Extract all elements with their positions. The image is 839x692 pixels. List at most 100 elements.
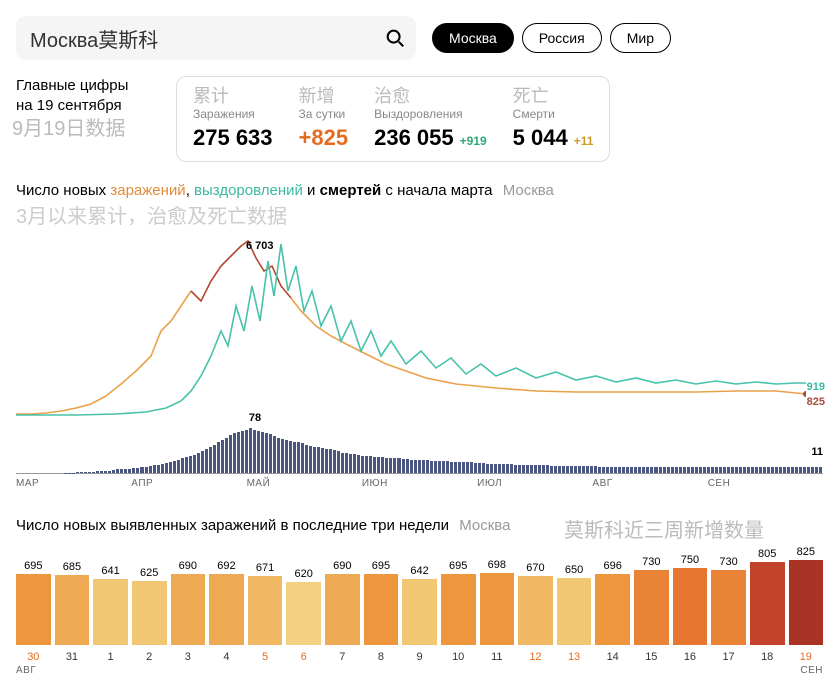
deaths-bar	[253, 430, 256, 474]
deaths-bar	[434, 461, 437, 474]
deaths-bar	[634, 467, 637, 473]
bar-value: 620	[295, 568, 313, 580]
stat-delta: +919	[460, 134, 487, 148]
deaths-bar	[506, 464, 509, 473]
deaths-bar	[92, 472, 95, 474]
bar-3w: 6411	[93, 565, 128, 663]
chart1-title-ru: Число новых заражений, выздоровлений и с…	[16, 182, 823, 199]
deaths-bar	[671, 467, 674, 473]
stat-value: 236 055	[374, 125, 454, 151]
deaths-bar	[221, 440, 224, 473]
bar-rect	[789, 560, 824, 645]
deaths-bar	[743, 467, 746, 473]
deaths-bar	[265, 433, 268, 473]
bar-day: 3	[185, 651, 191, 663]
deaths-bar	[124, 469, 127, 474]
deaths-bar	[136, 468, 139, 474]
month-tick: ИЮН	[362, 478, 477, 489]
deaths-bar	[819, 467, 822, 473]
deaths-bar	[799, 467, 802, 473]
deaths-bar	[293, 442, 296, 474]
deaths-bar	[209, 447, 212, 473]
deaths-bar	[64, 473, 67, 474]
deaths-bar	[149, 466, 152, 473]
bar-value: 650	[565, 564, 583, 576]
month-tick: МАР	[16, 478, 131, 489]
deaths-bar	[462, 462, 465, 473]
deaths-bar	[389, 458, 392, 474]
stat-cn: 累计	[193, 87, 273, 105]
deaths-bar	[112, 470, 115, 473]
search-icon[interactable]	[384, 27, 406, 49]
search-input[interactable]	[16, 16, 416, 60]
chart1-title: Число новых заражений, выздоровлений и с…	[16, 182, 823, 226]
stat-deaths: 死亡 Смерти 5 044 +11	[513, 87, 594, 151]
bar-rect	[325, 574, 360, 645]
deaths-bar	[116, 469, 119, 473]
deaths-bar	[614, 467, 617, 473]
end-label: 919	[807, 381, 825, 393]
deaths-bar	[257, 431, 260, 474]
region-pill[interactable]: Россия	[522, 23, 602, 53]
deaths-bar	[747, 467, 750, 473]
deaths-bar	[321, 448, 324, 473]
end-label: 825	[807, 396, 825, 408]
bar-rect	[518, 576, 553, 645]
deaths-bar	[341, 453, 344, 474]
bar-value: 641	[101, 565, 119, 577]
sec2-title-cn: 莫斯科近三周新增数量	[564, 514, 764, 543]
region-pill[interactable]: Москва	[432, 23, 514, 53]
deaths-bar	[217, 442, 220, 473]
bar-3w: 80518	[750, 548, 785, 663]
stat-value: 5 044	[513, 125, 568, 151]
deaths-bar	[96, 471, 99, 473]
bar-rect	[711, 570, 746, 645]
deaths-bar	[173, 461, 176, 474]
deaths-bar	[414, 460, 417, 474]
bar-3w: 6429	[402, 565, 437, 663]
deaths-bar	[522, 465, 525, 474]
bar-day: 4	[223, 651, 229, 663]
deaths-bar	[759, 467, 762, 473]
bar-3w: 69530	[16, 560, 51, 664]
bar-day: 17	[722, 651, 734, 663]
deaths-bar	[815, 467, 818, 473]
deaths-bar	[426, 460, 429, 473]
deaths-bar	[791, 467, 794, 473]
deaths-bar	[88, 472, 91, 474]
sec2-title-ru: Число новых выявленных заражений в после…	[16, 517, 510, 534]
deaths-bar	[638, 467, 641, 473]
deaths-bar	[755, 467, 758, 473]
bar-rect	[750, 562, 785, 645]
deaths-bar	[177, 460, 180, 474]
bar-3w: 6924	[209, 560, 244, 663]
region-pill[interactable]: Мир	[610, 23, 671, 53]
bar-3w: 6206	[286, 568, 321, 664]
bar-day: 13	[568, 651, 580, 663]
deaths-bar	[578, 466, 581, 473]
deaths-bar	[679, 467, 682, 473]
bar-day: 8	[378, 651, 384, 663]
deaths-bar	[285, 440, 288, 473]
deaths-bar	[108, 471, 111, 474]
deaths-bar	[157, 465, 160, 474]
deaths-bar	[550, 466, 553, 474]
stat-ru: Смерти	[513, 107, 594, 121]
deaths-bar	[502, 464, 505, 473]
bar-value: 750	[681, 554, 699, 566]
stat-value: 275 633	[193, 125, 273, 151]
deaths-bar	[317, 447, 320, 473]
deaths-bar	[297, 442, 300, 473]
deaths-bar	[687, 467, 690, 473]
deaths-bar	[775, 467, 778, 473]
deaths-bar	[763, 467, 766, 473]
deaths-bar	[739, 467, 742, 473]
deaths-bar	[486, 464, 489, 474]
bar-value: 730	[719, 556, 737, 568]
bar-3w: 69811	[480, 559, 515, 663]
stat-cn: 新增	[299, 87, 349, 105]
bar-rect	[441, 574, 476, 646]
bar-value: 671	[256, 562, 274, 574]
deaths-bar	[626, 467, 629, 473]
deaths-bar	[385, 458, 388, 474]
